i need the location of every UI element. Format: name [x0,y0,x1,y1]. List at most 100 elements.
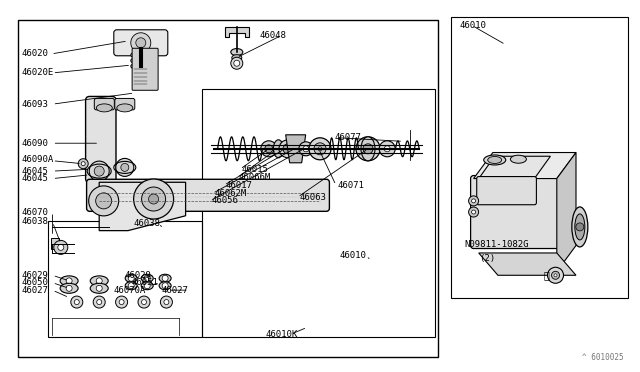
Circle shape [279,140,297,158]
Text: 46056: 46056 [211,196,238,205]
Text: N09811-1082G: N09811-1082G [464,240,529,249]
Circle shape [384,146,390,152]
Circle shape [96,193,112,209]
Circle shape [136,38,146,48]
Circle shape [162,283,168,289]
Circle shape [299,142,313,156]
Circle shape [309,138,331,160]
Text: 46090A: 46090A [21,155,53,164]
Circle shape [162,275,168,281]
Circle shape [472,210,476,214]
Circle shape [144,275,150,281]
Circle shape [134,179,173,219]
Circle shape [93,296,105,308]
Circle shape [161,296,172,308]
Text: 46051: 46051 [131,278,158,287]
Text: 46071: 46071 [338,181,365,190]
Polygon shape [557,153,576,272]
Ellipse shape [117,104,133,112]
Ellipse shape [231,49,243,55]
Circle shape [97,299,102,305]
Text: 46027: 46027 [21,286,48,295]
Bar [451,17,628,298]
Text: 46045: 46045 [21,167,48,176]
Polygon shape [479,156,550,179]
Polygon shape [99,182,186,231]
Circle shape [131,33,151,53]
Circle shape [379,141,396,157]
Ellipse shape [131,62,151,70]
Polygon shape [285,135,306,163]
Text: 46062M: 46062M [214,189,246,198]
FancyBboxPatch shape [94,99,115,110]
Text: 46066M: 46066M [238,173,270,182]
Circle shape [303,146,309,152]
Text: (2): (2) [479,254,495,263]
FancyBboxPatch shape [132,48,158,90]
Text: 46090: 46090 [21,139,48,148]
Circle shape [314,143,326,155]
Text: 46010K: 46010K [266,330,298,339]
Text: 46038: 46038 [133,219,160,228]
Text: 46048: 46048 [259,31,286,40]
Circle shape [94,166,104,176]
Circle shape [81,162,85,166]
Circle shape [554,274,557,277]
Text: 46015: 46015 [242,165,269,174]
Circle shape [141,187,166,211]
Circle shape [138,296,150,308]
Ellipse shape [511,155,527,163]
Ellipse shape [60,283,78,293]
Text: 46029: 46029 [21,271,48,280]
Text: Ⓝ: Ⓝ [543,270,550,280]
Text: 46029: 46029 [125,271,152,280]
Ellipse shape [141,282,153,290]
Text: 46020: 46020 [21,49,48,58]
Circle shape [576,223,584,231]
FancyBboxPatch shape [477,177,536,205]
Circle shape [66,278,72,284]
Text: 46093: 46093 [21,100,48,109]
Circle shape [164,299,169,305]
Ellipse shape [159,274,171,282]
FancyBboxPatch shape [86,96,116,183]
Ellipse shape [159,282,171,290]
Bar [48,221,202,337]
Text: 46010: 46010 [339,251,366,260]
Ellipse shape [572,207,588,247]
Text: 46070: 46070 [21,208,48,217]
Ellipse shape [125,274,137,282]
Text: 46063: 46063 [300,193,326,202]
Circle shape [128,283,134,289]
Circle shape [66,285,72,291]
Circle shape [356,137,380,161]
Ellipse shape [273,140,284,158]
Text: 46038: 46038 [21,217,48,226]
Circle shape [468,196,479,206]
Circle shape [283,144,293,154]
Ellipse shape [90,276,108,286]
FancyBboxPatch shape [115,99,135,110]
Circle shape [148,194,159,204]
Circle shape [231,57,243,69]
Circle shape [89,186,118,216]
Text: 46017: 46017 [225,181,252,190]
Circle shape [261,141,277,157]
Circle shape [318,147,322,151]
Polygon shape [479,253,576,275]
FancyBboxPatch shape [470,176,560,248]
Circle shape [96,285,102,291]
Circle shape [121,163,129,171]
Ellipse shape [488,157,502,163]
Ellipse shape [484,155,506,165]
Text: 46050: 46050 [21,278,48,287]
Circle shape [58,244,64,250]
Circle shape [78,159,88,169]
Bar [202,89,435,337]
Circle shape [116,158,134,176]
Polygon shape [225,27,249,37]
Circle shape [74,299,79,305]
Ellipse shape [90,283,108,293]
Circle shape [141,299,147,305]
Ellipse shape [125,282,137,290]
